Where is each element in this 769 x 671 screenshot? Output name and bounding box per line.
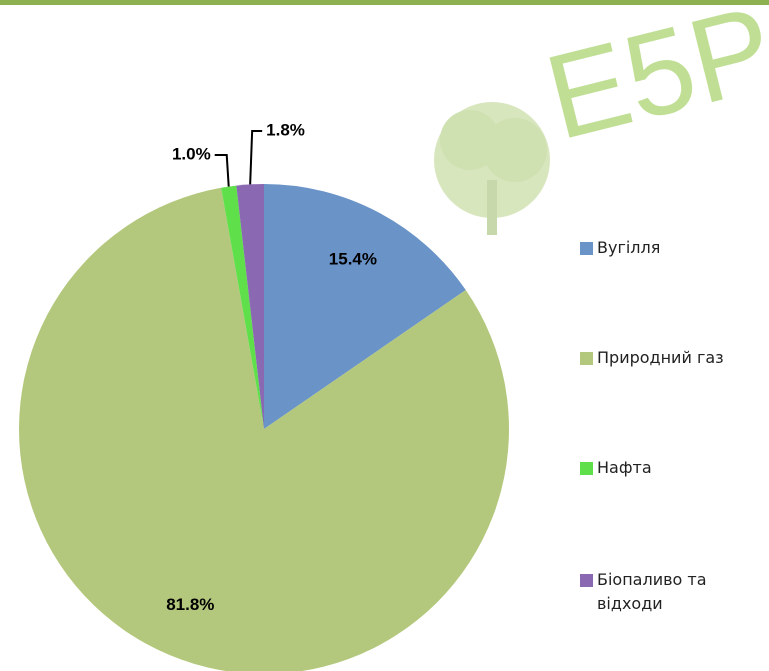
legend-item: Вугілля [580, 236, 660, 260]
legend-swatch [580, 242, 593, 255]
pie-slice [236, 184, 264, 429]
logo: E5P [434, 0, 769, 235]
top-bar [0, 0, 769, 5]
legend-label: Нафта [597, 458, 652, 477]
pie: 15.4% 81.8% 1.0% 1.8% [19, 120, 509, 671]
legend-label: Вугілля [597, 238, 661, 257]
pie-slice [19, 187, 509, 671]
legend-item: Біопаливо та відходи [580, 568, 737, 616]
legend-item: Природний газ [580, 346, 724, 370]
legend-label: Природний газ [597, 348, 724, 367]
legend-label: Біопаливо та відходи [597, 570, 707, 613]
legend-item: Нафта [580, 456, 652, 480]
data-label: 1.0% [172, 144, 211, 163]
legend-swatch [580, 352, 593, 365]
data-label: 1.8% [266, 120, 305, 139]
data-label: 81.8% [166, 595, 214, 614]
logo-tree [483, 118, 547, 182]
logo-text: E5P [534, 0, 769, 165]
pie-slice [264, 184, 466, 429]
data-label: 15.4% [329, 249, 377, 268]
legend-swatch [580, 462, 593, 475]
leader-line [214, 154, 230, 187]
pie-slice [221, 185, 264, 429]
logo-trunk [487, 180, 497, 235]
legend-swatch [580, 574, 593, 587]
leader-line [249, 130, 263, 185]
